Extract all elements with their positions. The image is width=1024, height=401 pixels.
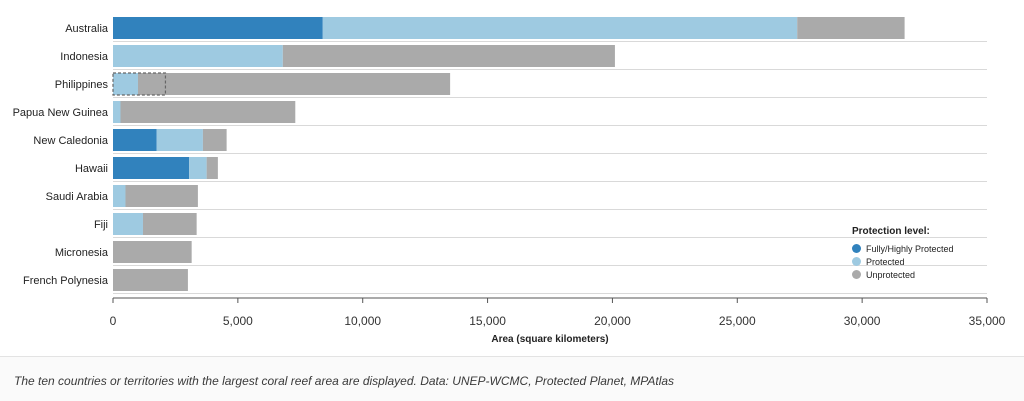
legend-label-protected: Protected xyxy=(866,256,905,267)
bar-segment xyxy=(206,157,218,179)
legend-item-unprotected: Unprotected xyxy=(852,268,1022,281)
category-label: Indonesia xyxy=(60,51,109,63)
category-label: Australia xyxy=(65,23,109,35)
bar-segment xyxy=(113,269,188,291)
highlight-box xyxy=(112,72,167,96)
category-label: French Polynesia xyxy=(23,275,109,287)
bar-segment xyxy=(113,185,126,207)
bar-segment xyxy=(113,213,143,235)
bar-segment xyxy=(156,129,203,151)
category-label: Saudi Arabia xyxy=(46,191,109,203)
category-label: Fiji xyxy=(94,219,108,231)
legend-item-protected: Protected xyxy=(852,255,1022,268)
bar-segment xyxy=(120,101,296,123)
bar-segment xyxy=(113,73,138,95)
bar-segment xyxy=(142,213,197,235)
bar-segment xyxy=(189,157,207,179)
bar-segment xyxy=(113,241,192,263)
category-label: Papua New Guinea xyxy=(13,107,109,119)
x-tick-label: 20,000 xyxy=(594,314,631,328)
caption-bar: The ten countries or territories with th… xyxy=(0,356,1024,401)
bar-chart: Australia Indonesia Philippines Papua New G… xyxy=(13,17,1006,345)
legend-swatch-protected xyxy=(852,257,861,266)
bar-segment xyxy=(113,157,190,179)
chart-area: Australia Indonesia Philippines Papua New G… xyxy=(13,17,1022,345)
x-tick-label: 30,000 xyxy=(844,314,881,328)
x-tick-label: 15,000 xyxy=(469,314,506,328)
legend: Protection level: Fully/Highly Protected… xyxy=(852,226,1022,281)
x-tick-label: 25,000 xyxy=(719,314,756,328)
legend-label-unprotected: Unprotected xyxy=(866,269,916,280)
x-tick-label: 35,000 xyxy=(969,314,1006,328)
bar-segment xyxy=(797,17,905,39)
x-axis-title: Area (square kilometers) xyxy=(491,334,608,345)
chart-caption: The ten countries or territories with th… xyxy=(14,374,675,388)
bar-segment xyxy=(322,17,798,39)
bar-segment xyxy=(113,17,323,39)
category-label: New Caledonia xyxy=(33,135,108,147)
legend-swatch-fully-protected xyxy=(852,244,861,253)
bar-segment xyxy=(282,45,615,67)
category-label: Micronesia xyxy=(55,247,109,259)
bar-segment xyxy=(113,45,283,67)
legend-item-fully-protected: Fully/Highly Protected xyxy=(852,242,1022,255)
x-tick-label: 5,000 xyxy=(223,314,253,328)
bar-segment xyxy=(113,129,157,151)
category-label: Hawaii xyxy=(75,163,108,175)
legend-swatch-unprotected xyxy=(852,270,861,279)
bar-segment xyxy=(137,73,451,95)
x-tick-label: 0 xyxy=(110,314,117,328)
bar-segment xyxy=(125,185,198,207)
bar-segment xyxy=(113,101,121,123)
legend-title: Protection level: xyxy=(852,226,930,237)
category-label: Philippines xyxy=(55,79,109,91)
bar-segment xyxy=(202,129,227,151)
legend-label-fully-protected: Fully/Highly Protected xyxy=(866,243,954,254)
x-tick-label: 10,000 xyxy=(344,314,381,328)
